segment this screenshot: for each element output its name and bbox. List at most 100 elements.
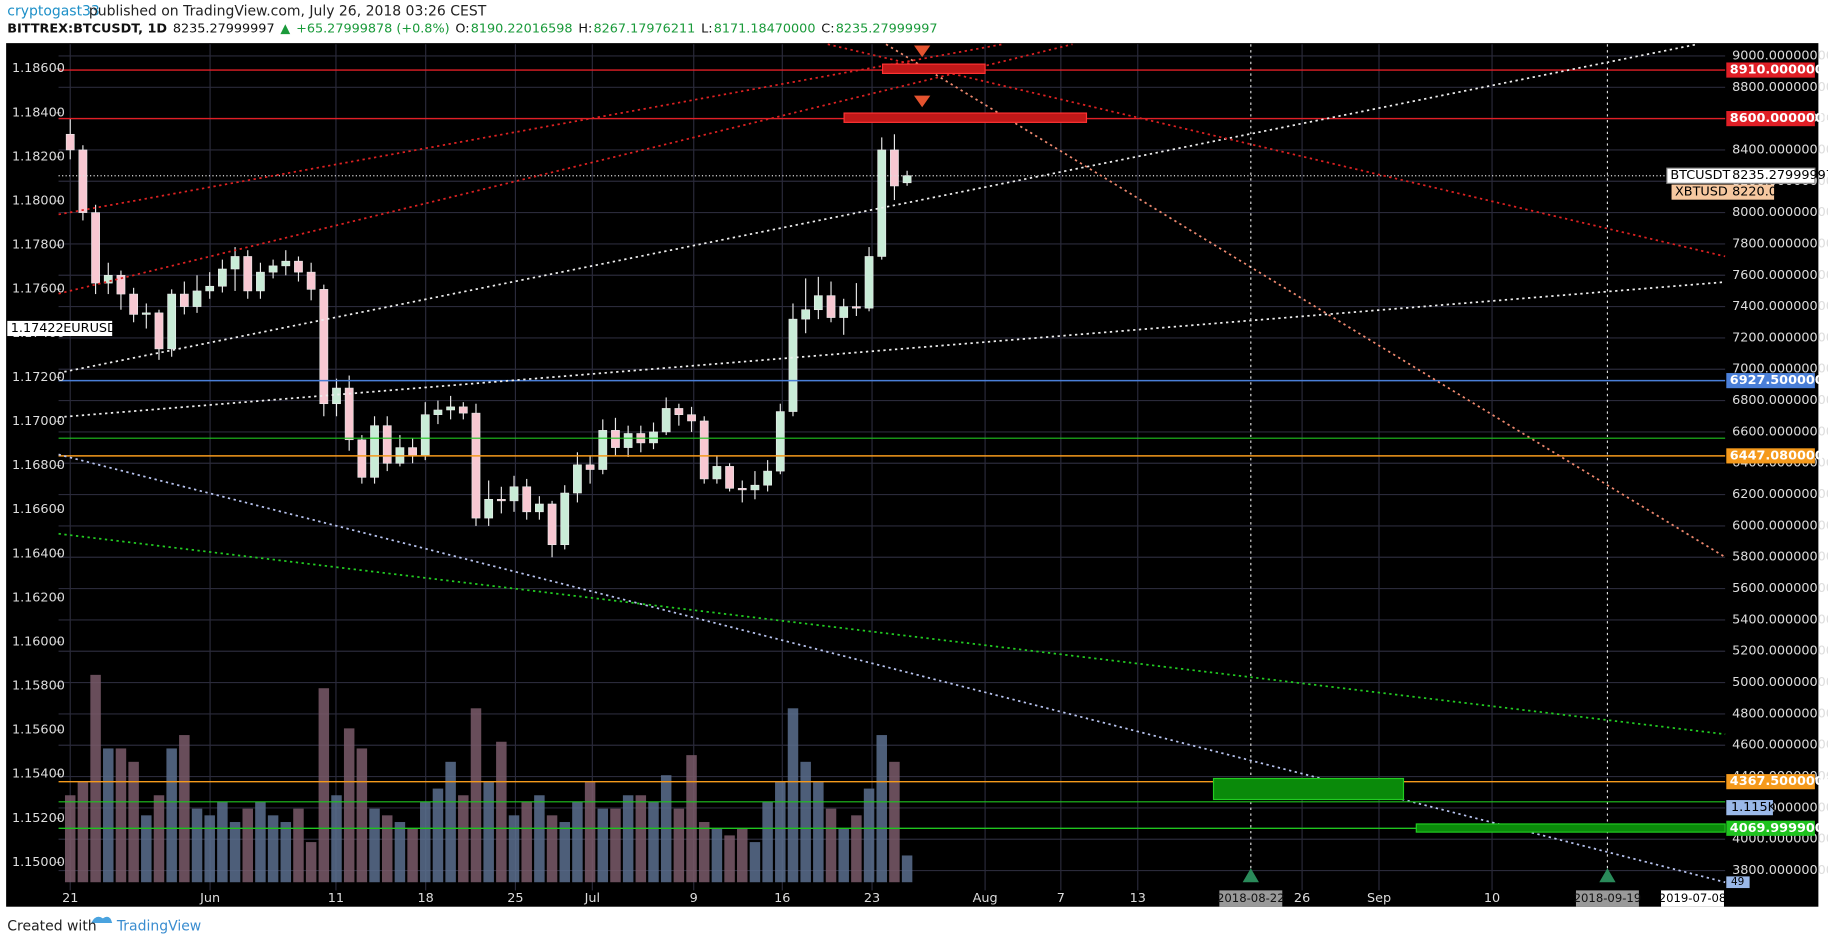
volume-bar bbox=[597, 808, 609, 883]
tag-name: XBTUSD bbox=[1675, 185, 1728, 200]
zone bbox=[881, 63, 986, 75]
header-text: 8171.18470000 bbox=[714, 22, 816, 37]
candle-body bbox=[674, 408, 684, 415]
tag-label: 8235.27999997 bbox=[1732, 168, 1828, 183]
candle-body bbox=[509, 486, 519, 502]
volume-bar bbox=[876, 735, 887, 883]
volume-bar bbox=[698, 822, 710, 883]
plot bbox=[58, 44, 1726, 891]
volume-bar bbox=[267, 815, 279, 883]
footer-brand[interactable]: TradingView bbox=[116, 919, 201, 935]
candle-body bbox=[357, 439, 367, 478]
candle-body bbox=[775, 411, 785, 472]
date-tag-label: 2019-07-08 bbox=[1659, 891, 1727, 905]
y2-tick-label: 1.18000 bbox=[12, 194, 65, 209]
header-text: 8267.17976211 bbox=[593, 22, 695, 37]
date-tag-label: 2018-09-19 bbox=[1574, 891, 1642, 905]
candle-body bbox=[547, 503, 557, 546]
volume-bar bbox=[242, 808, 253, 883]
tag bbox=[1726, 800, 1773, 816]
tag-label: 1.115K bbox=[1731, 800, 1777, 815]
header-text: BITTREX:BTCUSDT, 1D bbox=[7, 22, 167, 37]
x-tick-label: Aug bbox=[973, 891, 998, 906]
tag bbox=[1666, 167, 1816, 184]
candle-body bbox=[611, 430, 620, 448]
y2-tick-label: 1.18400 bbox=[12, 105, 65, 120]
candle-body bbox=[877, 149, 887, 257]
volume-bar bbox=[762, 801, 773, 883]
logo bbox=[91, 916, 113, 924]
tag-label: 1.17422 bbox=[11, 321, 64, 336]
volume-bar bbox=[255, 801, 266, 883]
candle-body bbox=[256, 271, 265, 292]
volume-bar bbox=[889, 761, 900, 883]
y-tick-label: 8400.00000000 bbox=[1732, 142, 1828, 157]
y-tick-label: 6800.00000000 bbox=[1732, 393, 1828, 408]
y-tick-label: 7800.00000000 bbox=[1732, 236, 1828, 251]
volume-bar bbox=[749, 842, 761, 883]
candle-body bbox=[205, 285, 215, 292]
y-tick-label: 6200.00000000 bbox=[1732, 487, 1828, 502]
volume-bar bbox=[483, 781, 494, 883]
y2-tick-label: 1.15000 bbox=[12, 855, 65, 870]
y2-tick-label: 1.15600 bbox=[12, 723, 65, 738]
y2-tick-label: 1.16000 bbox=[12, 634, 65, 649]
x-tick-label: 13 bbox=[1130, 891, 1146, 906]
author[interactable]: cryptogast33 bbox=[7, 4, 100, 20]
volume-bar bbox=[204, 815, 215, 883]
candle-body bbox=[268, 265, 278, 273]
level-tag bbox=[1726, 774, 1815, 790]
x-tick-label: 23 bbox=[864, 891, 880, 906]
volume-bar bbox=[115, 748, 127, 883]
volume-bar bbox=[445, 761, 456, 883]
candle-body bbox=[382, 425, 392, 464]
volume-bar bbox=[318, 688, 330, 883]
candle-body bbox=[78, 149, 88, 213]
x-tick-label: 16 bbox=[774, 891, 790, 906]
candle-body bbox=[243, 256, 253, 292]
tag bbox=[7, 320, 113, 337]
tag-name: EURUSD bbox=[63, 321, 117, 336]
trend-line bbox=[58, 43, 1003, 216]
volume-bar bbox=[141, 815, 152, 883]
candle-body bbox=[813, 295, 823, 311]
y2-tick-label: 1.17600 bbox=[12, 282, 65, 297]
candle-body bbox=[737, 488, 747, 491]
x-tick-label: 9 bbox=[690, 891, 698, 906]
date-tag bbox=[1661, 890, 1724, 907]
date-tag bbox=[1575, 890, 1639, 907]
trend-line bbox=[58, 532, 1726, 736]
trend-line bbox=[58, 453, 1726, 884]
header-key: O: bbox=[455, 22, 469, 37]
zone bbox=[843, 112, 1088, 123]
volume-bar bbox=[470, 708, 482, 883]
y2-tick-label: 1.15400 bbox=[12, 767, 65, 782]
volume-bar bbox=[280, 822, 292, 883]
candle-body bbox=[332, 387, 341, 405]
volume-bar bbox=[584, 781, 596, 883]
x-tick-label: 26 bbox=[1294, 891, 1310, 906]
x-tick-label: 7 bbox=[1057, 891, 1065, 906]
zone bbox=[1415, 823, 1726, 833]
volume-bar bbox=[838, 828, 849, 883]
y2-tick-label: 1.17200 bbox=[12, 370, 65, 385]
tag-label: 49 bbox=[1731, 876, 1744, 888]
candle-body bbox=[585, 464, 595, 470]
y-tick-label: 5200.00000000 bbox=[1732, 644, 1828, 659]
candle-body bbox=[661, 408, 671, 433]
volume-bar bbox=[305, 842, 317, 883]
volume-bar bbox=[77, 781, 89, 883]
volume-bar bbox=[787, 708, 799, 883]
header-key: C: bbox=[821, 22, 834, 37]
y2-tick-label: 1.18600 bbox=[12, 61, 65, 76]
header-key: L: bbox=[701, 22, 712, 37]
y-tick-label: 8800.00000000 bbox=[1732, 80, 1828, 95]
candle-body bbox=[598, 430, 608, 470]
level-tag bbox=[1726, 62, 1815, 78]
candle-body bbox=[763, 470, 772, 486]
volume-bar bbox=[394, 822, 406, 883]
x-tick-label: 21 bbox=[62, 891, 78, 906]
y2-tick-label: 1.15200 bbox=[12, 811, 65, 826]
y-tick-label: 7200.00000000 bbox=[1732, 330, 1828, 345]
candle-body bbox=[179, 293, 189, 307]
